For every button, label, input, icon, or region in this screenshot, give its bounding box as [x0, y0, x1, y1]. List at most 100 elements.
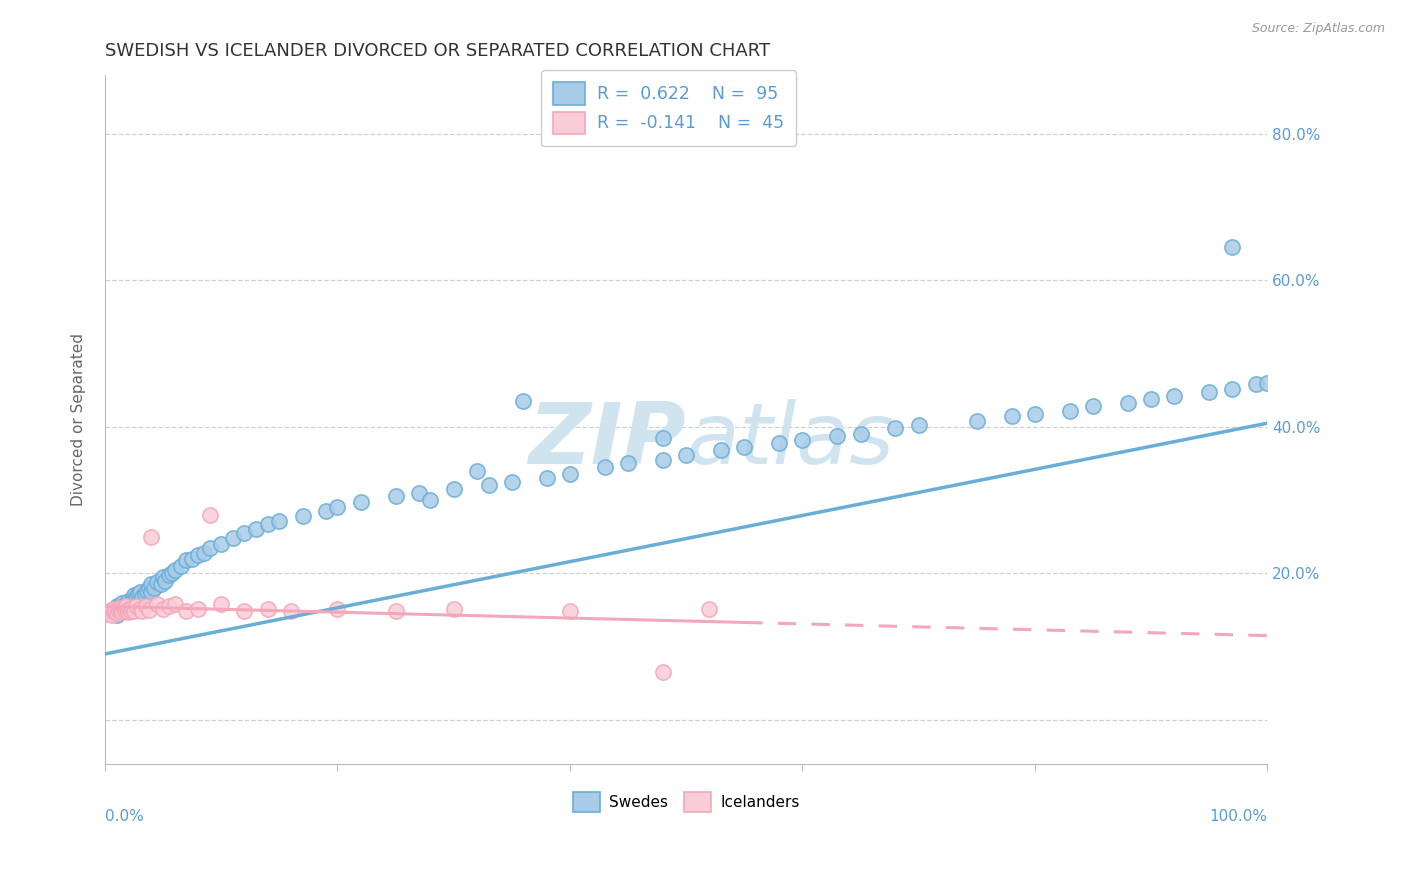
- Point: [350, 494, 373, 508]
- Point: [907, 418, 929, 433]
- Point: [163, 597, 186, 611]
- Point: [111, 596, 134, 610]
- Text: SWEDISH VS ICELANDER DIVORCED OR SEPARATED CORRELATION CHART: SWEDISH VS ICELANDER DIVORCED OR SEPARAT…: [105, 42, 770, 60]
- Point: [825, 428, 848, 442]
- Point: [125, 590, 148, 604]
- Point: [222, 531, 245, 545]
- Point: [233, 604, 256, 618]
- Point: [408, 485, 430, 500]
- Point: [849, 427, 872, 442]
- Point: [117, 599, 139, 614]
- Point: [146, 597, 169, 611]
- Point: [124, 592, 146, 607]
- Point: [1222, 240, 1244, 254]
- Point: [108, 604, 131, 618]
- Point: [710, 443, 733, 458]
- Point: [122, 588, 145, 602]
- Point: [187, 601, 209, 615]
- Point: [114, 604, 136, 618]
- Point: [128, 594, 150, 608]
- Point: [128, 601, 150, 615]
- Point: [477, 478, 499, 492]
- Point: [138, 581, 160, 595]
- Point: [111, 605, 134, 619]
- Y-axis label: Divorced or Separated: Divorced or Separated: [72, 333, 86, 506]
- Point: [108, 604, 131, 618]
- Point: [1081, 400, 1104, 414]
- Point: [142, 581, 165, 595]
- Point: [131, 604, 153, 618]
- Point: [155, 574, 177, 588]
- Point: [111, 604, 134, 618]
- Point: [138, 603, 160, 617]
- Point: [101, 604, 124, 618]
- Point: [152, 601, 174, 615]
- Point: [104, 601, 127, 615]
- Point: [1244, 377, 1267, 392]
- Point: [100, 607, 122, 621]
- Point: [110, 600, 132, 615]
- Point: [651, 665, 673, 680]
- Point: [617, 457, 640, 471]
- Point: [291, 509, 314, 524]
- Point: [120, 596, 142, 610]
- Point: [149, 577, 172, 591]
- Point: [103, 605, 125, 619]
- Text: atlas: atlas: [686, 399, 894, 482]
- Point: [1116, 396, 1139, 410]
- Point: [1256, 376, 1278, 390]
- Point: [558, 467, 581, 482]
- Point: [110, 603, 132, 617]
- Point: [675, 448, 697, 462]
- Point: [152, 570, 174, 584]
- Point: [101, 608, 124, 623]
- Point: [315, 504, 337, 518]
- Text: 0.0%: 0.0%: [105, 808, 143, 823]
- Point: [256, 601, 278, 615]
- Point: [107, 602, 129, 616]
- Point: [651, 431, 673, 445]
- Point: [176, 553, 198, 567]
- Point: [117, 594, 139, 608]
- Point: [141, 584, 163, 599]
- Point: [792, 433, 814, 447]
- Point: [384, 490, 406, 504]
- Point: [1163, 389, 1185, 403]
- Point: [122, 604, 145, 618]
- Point: [105, 599, 128, 614]
- Point: [209, 537, 232, 551]
- Point: [162, 566, 184, 581]
- Point: [187, 548, 209, 562]
- Point: [245, 523, 267, 537]
- Point: [443, 601, 465, 615]
- Point: [120, 604, 142, 618]
- Point: [169, 559, 191, 574]
- Text: ZIP: ZIP: [529, 399, 686, 482]
- Point: [198, 541, 221, 555]
- Point: [501, 475, 523, 489]
- Point: [117, 605, 139, 619]
- Point: [465, 464, 488, 478]
- Point: [115, 603, 138, 617]
- Point: [100, 603, 122, 617]
- Point: [176, 604, 198, 618]
- Point: [121, 592, 143, 607]
- Point: [1059, 403, 1081, 417]
- Point: [135, 599, 157, 614]
- Point: [157, 567, 180, 582]
- Point: [146, 575, 169, 590]
- Point: [884, 421, 907, 435]
- Point: [198, 508, 221, 522]
- Point: [105, 606, 128, 620]
- Text: 100.0%: 100.0%: [1209, 808, 1267, 823]
- Point: [115, 597, 138, 611]
- Point: [98, 604, 121, 618]
- Point: [112, 601, 135, 615]
- Point: [104, 604, 127, 618]
- Point: [134, 587, 156, 601]
- Point: [127, 587, 149, 601]
- Point: [966, 414, 988, 428]
- Point: [157, 599, 180, 614]
- Point: [558, 604, 581, 618]
- Point: [733, 441, 755, 455]
